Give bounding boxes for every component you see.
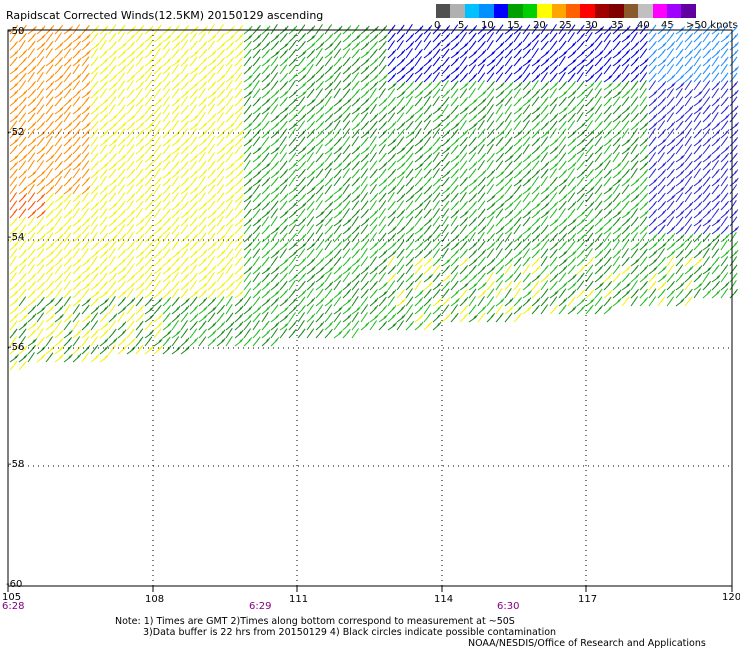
lon-tick-label: 108 — [145, 594, 165, 605]
legend-label: 0 — [434, 20, 441, 31]
legend-swatch — [522, 4, 538, 18]
legend-label: >50 knots — [686, 20, 738, 31]
legend-swatch — [565, 4, 581, 18]
legend-swatch — [551, 4, 566, 18]
legend-swatch — [609, 4, 624, 18]
lat-tick-label: -58 — [8, 459, 25, 470]
legend-label: 5 — [458, 20, 465, 31]
lat-lon-grid — [7, 30, 733, 592]
footnote-line-1: Note: 1) Times are GMT 2)Times along bot… — [115, 616, 515, 627]
legend-swatch — [436, 4, 451, 18]
legend-label: 30 — [585, 20, 598, 31]
legend-swatch — [508, 4, 523, 18]
time-label: 6:30 — [497, 601, 520, 612]
lon-tick-label: 120 — [722, 592, 740, 603]
footnote-line-2: 3)Data buffer is 22 hrs from 20150129 4)… — [143, 627, 557, 638]
legend-swatch — [493, 4, 509, 18]
credit-line: NOAA/NESDIS/Office of Research and Appli… — [468, 638, 706, 649]
lat-tick-label: -50 — [8, 26, 25, 37]
legend-swatch — [667, 4, 682, 18]
lon-tick-label: 105 — [2, 592, 22, 603]
map-frame — [7, 29, 733, 587]
legend-swatch — [580, 4, 595, 18]
legend-label: 35 — [611, 20, 624, 31]
legend-swatch — [623, 4, 639, 18]
legend-label: 40 — [637, 20, 650, 31]
legend-swatch — [537, 4, 552, 18]
time-label: 6:28 — [2, 601, 25, 612]
legend-label: 10 — [481, 20, 494, 31]
lon-tick-label: 114 — [434, 594, 454, 605]
wind-barbs-layer — [9, 24, 740, 371]
time-label: 6:29 — [249, 601, 272, 612]
legend-swatch — [681, 4, 696, 18]
legend-swatch — [450, 4, 465, 18]
lat-tick-label: -52 — [8, 127, 25, 138]
wind-speed-color-legend — [436, 4, 696, 18]
legend-label: 15 — [507, 20, 520, 31]
legend-label: 45 — [661, 20, 674, 31]
legend-swatch — [594, 4, 610, 18]
legend-swatch — [464, 4, 480, 18]
lat-tick-label: -54 — [8, 232, 25, 243]
map-title: Rapidscat Corrected Winds(12.5KM) 201501… — [6, 9, 324, 22]
lon-tick-label: 117 — [578, 594, 598, 605]
legend-swatch — [652, 4, 667, 18]
lon-tick-label: 111 — [289, 594, 309, 605]
legend-swatch — [638, 4, 653, 18]
lat-tick-label: -60 — [6, 579, 23, 590]
lat-tick-label: -56 — [8, 342, 25, 353]
legend-swatch — [479, 4, 494, 18]
legend-label: 20 — [533, 20, 546, 31]
